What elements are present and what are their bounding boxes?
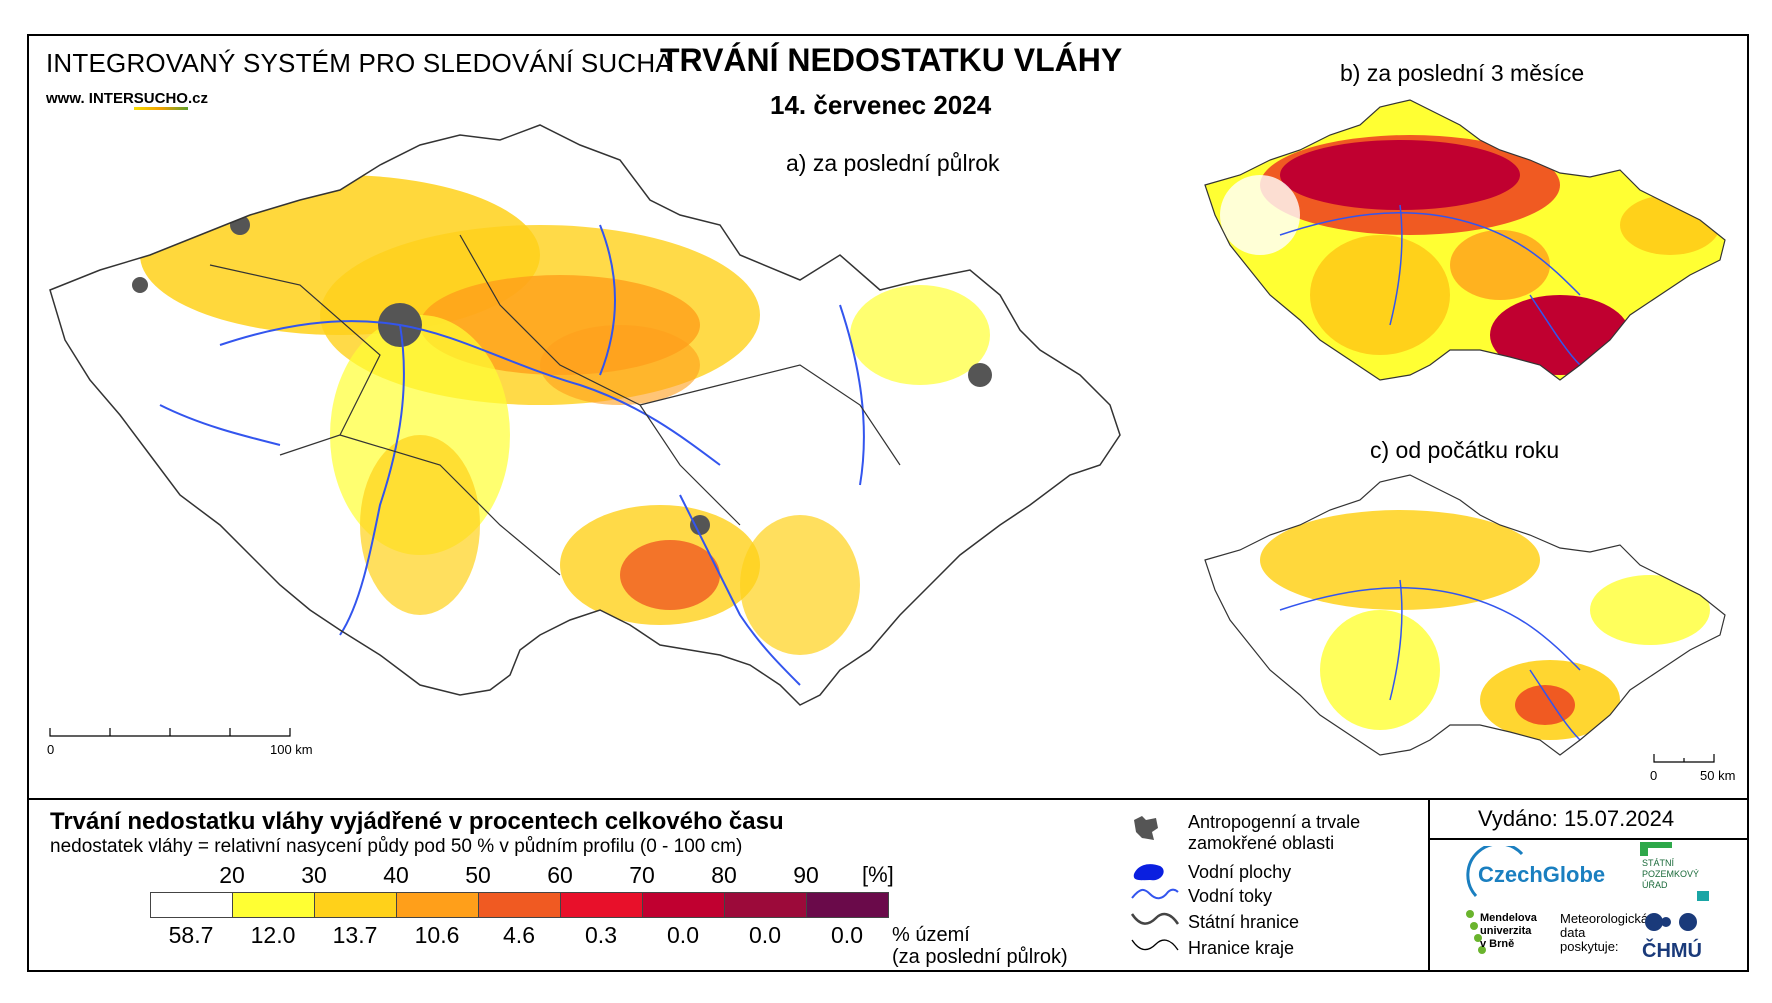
legend-water-bodies: Vodní plochy <box>1188 862 1292 882</box>
legend-region-border: Hranice kraje <box>1188 938 1295 958</box>
map-c <box>1204 474 1726 756</box>
area-percent-value: 10.6 <box>414 922 460 948</box>
legend-anthropogenic: Antropogenní a trvale zamokřené oblasti <box>1188 812 1361 853</box>
colorbar-tick: 70 <box>629 862 655 888</box>
scale-bar-small <box>1653 754 1715 763</box>
spu-logo: STÁTNÍ POZEMKOVÝ ÚŘAD <box>1642 858 1700 890</box>
system-title: INTEGROVANÝ SYSTÉM PRO SLEDOVÁNÍ SUCHA <box>46 48 673 78</box>
map-a-label: a) za poslední půlrok <box>786 150 1000 176</box>
scale-small-start: 0 <box>1650 768 1658 783</box>
legend-divider <box>29 798 1747 800</box>
met-data-label: Meteorologická data poskytuje: <box>1560 911 1649 954</box>
main-map <box>49 124 1121 706</box>
area-percent-value: 0.0 <box>831 922 863 948</box>
area-label: % území <box>892 924 970 946</box>
colorbar-class-5 <box>560 892 643 918</box>
area-percent-value: 4.6 <box>503 922 535 948</box>
scale-main-end: 100 km <box>270 742 313 757</box>
colorbar-class-8 <box>806 892 889 918</box>
area-percent-value: 12.0 <box>250 922 296 948</box>
area-percent-value: 13.7 <box>332 922 378 948</box>
colorbar-class-3 <box>396 892 479 918</box>
czechglobe-logo-icon <box>1466 846 1524 898</box>
legend-title: Trvání nedostatku vláhy vyjádřené v proc… <box>50 808 784 835</box>
unit-label: [%] <box>862 862 894 887</box>
map-date: 14. červenec 2024 <box>770 90 992 120</box>
water-body-icon <box>1133 864 1164 881</box>
colorbar-tick: 50 <box>465 862 491 888</box>
colorbar-tick: 80 <box>711 862 737 888</box>
czechglobe-logo: CzechGlobe <box>1478 862 1606 887</box>
colorbar-class-4 <box>478 892 561 918</box>
footer-divider <box>1428 798 1430 970</box>
issued-divider <box>1430 838 1747 840</box>
area-percent-value: 58.7 <box>168 922 214 948</box>
spu-logo-icon <box>1640 842 1672 856</box>
main-title: TRVÁNÍ NEDOSTATKU VLÁHY <box>660 42 1123 78</box>
area-percent-value: 0.0 <box>667 922 699 948</box>
map-b-label: b) za poslední 3 měsíce <box>1340 60 1585 86</box>
issued-date: Vydáno: 15.07.2024 <box>1478 806 1675 831</box>
colorbar-tick: 40 <box>383 862 409 888</box>
scale-main-start: 0 <box>47 742 55 757</box>
mendel-dots-icon <box>1466 910 1486 954</box>
chmu-logo: ČHMÚ <box>1642 940 1702 962</box>
region-border-icon <box>1131 939 1179 951</box>
map-c-label: c) od počátku roku <box>1370 437 1560 463</box>
colorbar-class-0 <box>150 892 233 918</box>
website-link[interactable]: www. INTERSUCHO.cz <box>46 90 208 110</box>
spu-square-icon <box>1697 891 1709 901</box>
colorbar-class-6 <box>642 892 725 918</box>
colorbar-tick: 60 <box>547 862 573 888</box>
state-border-icon <box>1130 912 1180 925</box>
colorbar-class-2 <box>314 892 397 918</box>
legend-water-courses: Vodní toky <box>1188 886 1273 906</box>
colorbar-class-1 <box>232 892 315 918</box>
map-b <box>1204 99 1726 381</box>
area-percent-value: 0.0 <box>749 922 781 948</box>
chmu-logo-icon <box>1645 913 1697 931</box>
area-percent-value: 0.3 <box>585 922 617 948</box>
colorbar-tick: 20 <box>219 862 245 888</box>
scale-small-end: 50 km <box>1700 768 1736 783</box>
colorbar-tick: 30 <box>301 862 327 888</box>
water-course-icon <box>1131 888 1179 900</box>
legend-subtitle: nedostatek vláhy = relativní nasycení pů… <box>50 836 743 857</box>
legend-state-border: Státní hranice <box>1188 912 1300 932</box>
area-label-period: (za poslední půlrok) <box>892 946 1068 968</box>
anthropogenic-icon <box>1134 816 1158 840</box>
mendel-logo: Mendelova univerzita v Brně <box>1480 912 1537 950</box>
colorbar-tick: 90 <box>793 862 819 888</box>
colorbar-class-7 <box>724 892 807 918</box>
scale-bar-main <box>49 728 291 737</box>
